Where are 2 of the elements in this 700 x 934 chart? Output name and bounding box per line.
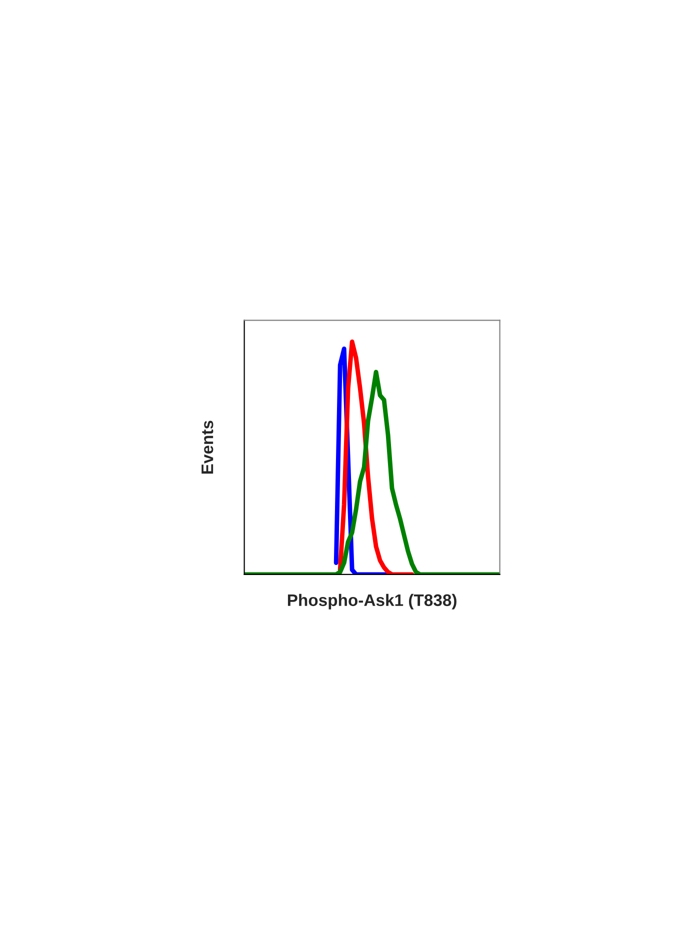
x-axis-title: Phospho-Ask1 (T838) <box>288 594 456 610</box>
y-axis-title: Events <box>202 420 214 474</box>
